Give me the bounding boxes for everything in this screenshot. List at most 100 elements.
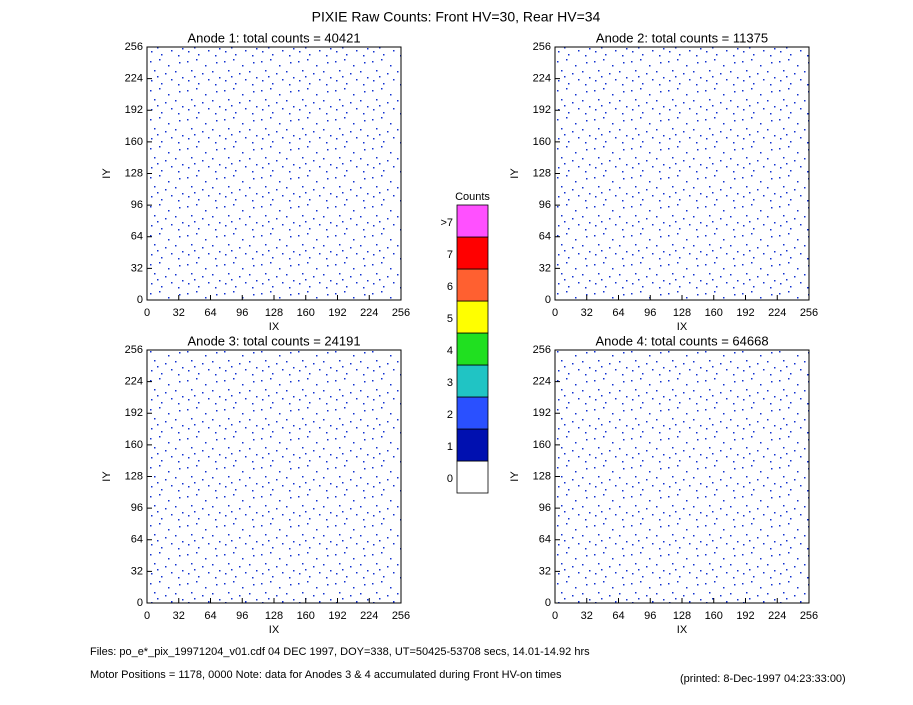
y-tick-label: 128 [125, 167, 143, 179]
colorbar-label: >7 [440, 217, 453, 229]
footer-printed: (printed: 8-Dec-1997 04:23:33:00) [680, 673, 846, 685]
x-tick-label: 224 [360, 307, 378, 319]
y-tick-label: 224 [533, 376, 551, 388]
y-tick-label: 160 [125, 439, 143, 451]
colorbar-swatch [456, 364, 489, 398]
x-tick-label: 0 [144, 610, 150, 622]
x-tick-label: 256 [800, 307, 818, 319]
x-tick-label: 192 [328, 610, 346, 622]
x-tick-label: 192 [736, 610, 754, 622]
colorbar-label: 6 [447, 281, 453, 293]
y-tick-label: 64 [539, 534, 551, 546]
x-tick-label: 256 [800, 610, 818, 622]
x-tick-label: 160 [705, 610, 723, 622]
y-tick-label: 192 [533, 407, 551, 419]
x-tick-label: 32 [173, 307, 185, 319]
x-tick-label: 128 [265, 610, 283, 622]
x-tick-label: 96 [644, 610, 656, 622]
x-tick-label: 128 [673, 307, 691, 319]
y-tick-label: 192 [125, 104, 143, 116]
y-tick-label: 192 [533, 104, 551, 116]
panel-title: Anode 4: total counts = 64668 [595, 333, 768, 348]
y-tick-label: 192 [125, 407, 143, 419]
x-tick-label: 0 [552, 610, 558, 622]
footer-files: Files: po_e*_pix_19971204_v01.cdf 04 DEC… [90, 646, 590, 658]
x-tick-label: 64 [612, 610, 624, 622]
y-tick-label: 224 [533, 73, 551, 85]
panel-title: Anode 2: total counts = 11375 [596, 30, 768, 45]
x-axis-label: IX [677, 321, 688, 333]
y-tick-label: 32 [131, 565, 143, 577]
y-tick-label: 256 [125, 41, 143, 53]
y-tick-label: 0 [545, 294, 551, 306]
y-tick-label: 32 [539, 262, 551, 274]
y-tick-label: 96 [131, 502, 143, 514]
y-tick-label: 96 [539, 199, 551, 211]
colorbar-swatch [456, 428, 489, 462]
x-tick-label: 160 [297, 610, 315, 622]
colorbar-swatch [456, 204, 489, 238]
colorbar-label: 0 [447, 473, 453, 485]
x-tick-label: 0 [144, 307, 150, 319]
x-axis-label: IX [269, 321, 280, 333]
y-axis-label: IY [101, 168, 113, 179]
y-tick-label: 32 [131, 262, 143, 274]
y-tick-label: 64 [131, 534, 143, 546]
y-tick-label: 64 [131, 231, 143, 243]
x-tick-label: 32 [581, 307, 593, 319]
y-tick-label: 256 [533, 344, 551, 356]
x-tick-label: 96 [236, 610, 248, 622]
panel-title: Anode 1: total counts = 40421 [187, 30, 360, 45]
colorbar-swatch [456, 332, 489, 366]
x-tick-label: 96 [236, 307, 248, 319]
y-tick-label: 128 [533, 470, 551, 482]
x-tick-label: 0 [552, 307, 558, 319]
y-axis-label: IY [101, 471, 113, 482]
x-tick-label: 224 [360, 610, 378, 622]
colorbar-swatch [456, 300, 489, 334]
panel-title: Anode 3: total counts = 24191 [187, 333, 360, 348]
colorbar-swatch [456, 460, 489, 494]
y-tick-label: 224 [125, 73, 143, 85]
colorbar-label: 5 [447, 313, 453, 325]
colorbar-swatch [456, 268, 489, 302]
y-tick-label: 128 [125, 470, 143, 482]
plot-texture [555, 350, 809, 603]
colorbar-label: 1 [447, 441, 453, 453]
y-tick-label: 32 [539, 565, 551, 577]
y-axis-label: IY [509, 168, 521, 179]
x-tick-label: 224 [768, 307, 786, 319]
x-tick-label: 160 [297, 307, 315, 319]
y-tick-label: 160 [533, 136, 551, 148]
colorbar-swatch [456, 396, 489, 430]
plot-texture [555, 47, 809, 300]
plot-texture [147, 350, 401, 603]
y-tick-label: 256 [533, 41, 551, 53]
y-tick-label: 160 [533, 439, 551, 451]
y-tick-label: 0 [137, 597, 143, 609]
x-tick-label: 256 [392, 610, 410, 622]
y-tick-label: 96 [539, 502, 551, 514]
y-tick-label: 224 [125, 376, 143, 388]
y-tick-label: 96 [131, 199, 143, 211]
x-tick-label: 32 [173, 610, 185, 622]
y-tick-label: 160 [125, 136, 143, 148]
colorbar-label: 4 [447, 345, 453, 357]
x-tick-label: 192 [736, 307, 754, 319]
x-tick-label: 192 [328, 307, 346, 319]
footer-motor: Motor Positions = 1178, 0000 Note: data … [90, 669, 562, 681]
x-tick-label: 224 [768, 610, 786, 622]
x-tick-label: 64 [204, 610, 216, 622]
y-axis-label: IY [509, 471, 521, 482]
colorbar-label: 3 [447, 377, 453, 389]
x-axis-label: IX [269, 624, 280, 636]
x-axis-label: IX [677, 624, 688, 636]
x-tick-label: 256 [392, 307, 410, 319]
x-tick-label: 64 [612, 307, 624, 319]
x-tick-label: 32 [581, 610, 593, 622]
x-tick-label: 96 [644, 307, 656, 319]
y-tick-label: 0 [545, 597, 551, 609]
y-tick-label: 64 [539, 231, 551, 243]
